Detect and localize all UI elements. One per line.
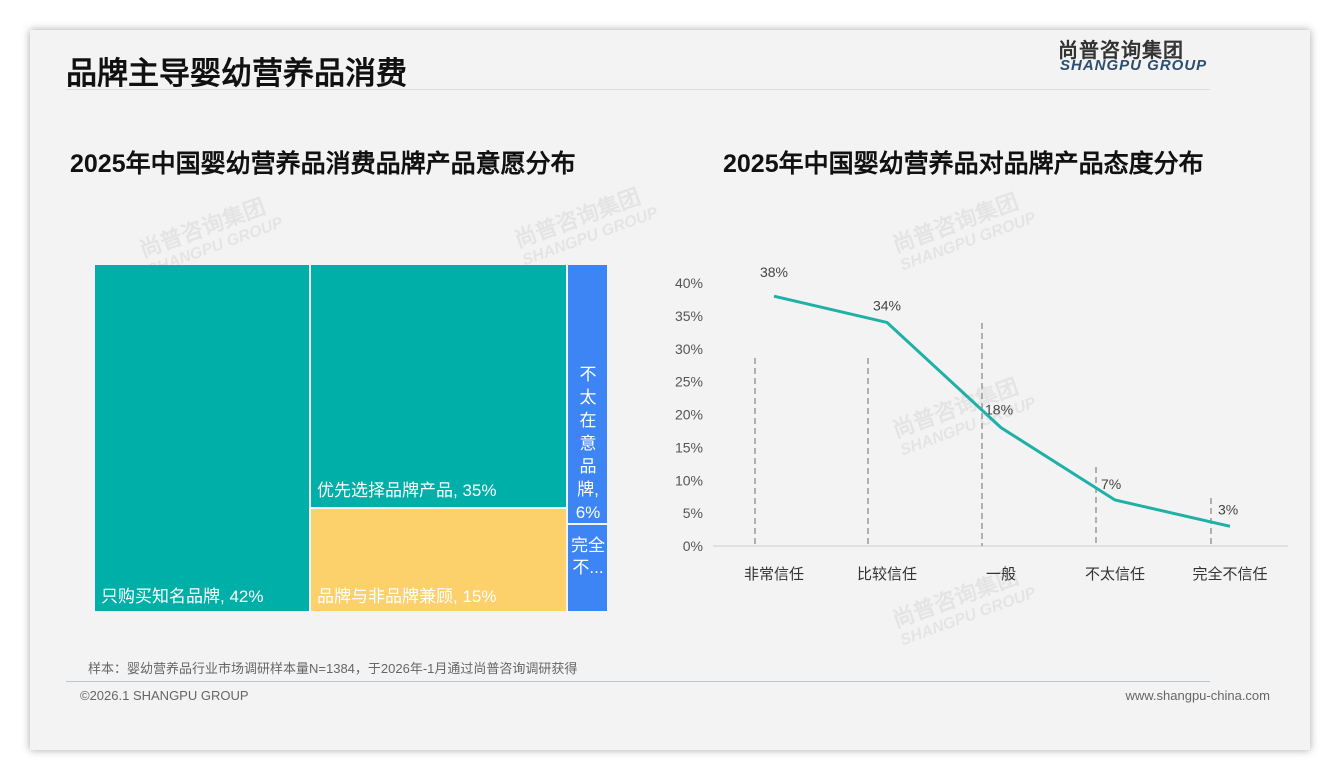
y-tick-label: 15% xyxy=(675,439,703,455)
data-label: 38% xyxy=(760,264,788,280)
page-title: 品牌主导婴幼营养品消费 xyxy=(66,56,407,91)
x-tick-label: 一般 xyxy=(986,566,1016,583)
x-tick-label: 不太信任 xyxy=(1085,566,1145,583)
x-tick-label: 比较信任 xyxy=(857,565,917,583)
cell-label: 品牌与非品牌兼顾, 15% xyxy=(317,587,497,606)
y-tick-label: 40% xyxy=(675,275,703,291)
data-label: 3% xyxy=(1218,501,1238,517)
y-tick-label: 0% xyxy=(683,538,703,554)
footer-divider xyxy=(66,681,1210,682)
y-tick-label: 25% xyxy=(675,374,703,390)
header-divider xyxy=(66,89,1210,90)
sample-note: 样本：婴幼营养品行业市场调研样本量N=1384，于2026年-1月通过尚普咨询调… xyxy=(88,661,578,676)
cell-label: 不太在意品牌, 6% xyxy=(575,365,601,522)
copyright: ©2026.1 SHANGPU GROUP xyxy=(80,688,249,703)
data-label: 7% xyxy=(1101,476,1121,492)
treemap-cell: 只购买知名品牌, 42% xyxy=(95,265,309,611)
cell-label: 完全不... xyxy=(571,536,605,577)
treemap-title: 2025年中国婴幼营养品消费品牌产品意愿分布 xyxy=(70,150,576,178)
logo-cn: 尚普咨询集团 xyxy=(1058,40,1184,62)
line-chart-title: 2025年中国婴幼营养品对品牌产品态度分布 xyxy=(723,150,1204,178)
y-tick-label: 10% xyxy=(675,472,703,488)
treemap-cell: 优先选择品牌产品, 35% xyxy=(311,265,566,507)
treemap-cell: 品牌与非品牌兼顾, 15% xyxy=(311,509,566,611)
y-tick-label: 5% xyxy=(683,505,703,521)
x-tick-label: 完全不信任 xyxy=(1192,565,1267,583)
y-tick-label: 30% xyxy=(675,341,703,357)
y-tick-label: 35% xyxy=(675,308,703,324)
data-label: 34% xyxy=(873,297,901,313)
y-tick-label: 20% xyxy=(675,407,703,423)
cell-label: 只购买知名品牌, 42% xyxy=(101,587,264,606)
treemap-cell: 完全不... xyxy=(568,525,607,611)
data-label: 18% xyxy=(985,402,1013,418)
logo-en: SHANGPU GROUP xyxy=(1060,57,1208,74)
series-line xyxy=(773,294,1231,528)
cell-label: 优先选择品牌产品, 35% xyxy=(317,481,497,500)
x-tick-label: 非常信任 xyxy=(744,566,804,583)
website-url: www.shangpu-china.com xyxy=(1125,688,1270,703)
treemap-cell: 不太在意品牌, 6% xyxy=(568,265,607,523)
